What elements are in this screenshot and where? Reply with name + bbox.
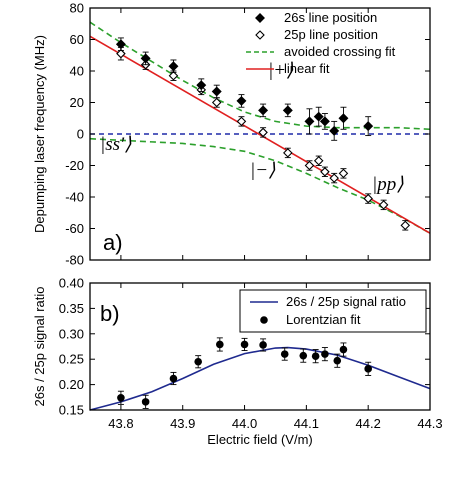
legend-entry: 26s line position — [255, 10, 377, 25]
legend-symbol-open-diamond — [255, 30, 265, 40]
legend-entry: avoided crossing fit — [246, 44, 396, 59]
y-tick-label: 0.30 — [59, 326, 84, 341]
data-point-26s — [168, 61, 179, 72]
y-tick-label: 20 — [70, 95, 84, 110]
y-tick-label: -40 — [65, 190, 84, 205]
panel-a-y-axis-label: Depumping laser frequency (MHz) — [32, 35, 47, 233]
data-point-26s — [319, 116, 330, 127]
legend-symbol-filled-diamond — [255, 13, 265, 23]
y-tick-label: -60 — [65, 221, 84, 236]
data-point-26s — [115, 39, 126, 50]
y-tick-label: 0.25 — [59, 352, 84, 367]
data-point-26s — [140, 53, 151, 64]
x-tick-label: 43.8 — [108, 416, 133, 431]
data-point-26s — [363, 121, 374, 132]
data-point-ratio — [339, 345, 348, 354]
avoided-crossing-fit-upper — [89, 21, 431, 131]
y-tick-label: 0.35 — [59, 301, 84, 316]
linear-fit-line — [89, 35, 431, 234]
legend-entry: linear fit — [246, 61, 330, 76]
data-point-25p — [211, 97, 222, 108]
panel-b-legend: 26s / 25p signal ratio Lorentzian fit — [239, 289, 427, 333]
legend-label: 26s / 25p signal ratio — [286, 294, 406, 309]
data-point-ratio — [299, 351, 308, 360]
panel-b-frame — [89, 282, 431, 411]
legend-label: linear fit — [284, 61, 330, 76]
data-point-25p — [320, 167, 330, 177]
y-tick-label: 0.20 — [59, 377, 84, 392]
y-tick-label: 80 — [70, 1, 84, 16]
x-tick-label: 43.9 — [170, 416, 195, 431]
data-point-25p — [338, 168, 349, 179]
data-point-25p — [313, 155, 324, 166]
data-point-26s — [258, 105, 269, 116]
y-tick-label: 60 — [70, 32, 84, 47]
data-point-25p — [400, 220, 411, 231]
panel-a-legend: 26s line position 25p line position avoide… — [246, 10, 396, 76]
data-point-26s — [282, 105, 293, 116]
data-point-26s — [313, 111, 324, 122]
y-tick-label: 40 — [70, 64, 84, 79]
panel-b-y-axis-label: 26s / 25p signal ratio — [32, 287, 47, 407]
data-point-ratio — [280, 350, 289, 358]
x-axis-label: Electric field (V/m) — [207, 432, 312, 447]
legend-box — [239, 289, 427, 333]
state-annotation: |+⟩ — [268, 60, 294, 81]
y-tick-label: 0.40 — [59, 276, 84, 291]
data-point-25p — [363, 193, 373, 204]
data-point-25p — [283, 148, 293, 158]
panel-b: 0.40 0.35 0.30 0.25 0.20 0.15 43.8 43.9 44.0 44.1… — [32, 276, 443, 448]
data-point-ratio — [141, 398, 150, 406]
data-point-25p — [329, 173, 339, 183]
legend-label: avoided crossing fit — [284, 44, 396, 59]
x-tick-label: 44.3 — [417, 416, 442, 431]
data-point-ratio — [240, 340, 249, 349]
data-point-26s — [338, 113, 349, 124]
data-point-26s — [304, 116, 315, 127]
legend-label: Lorentzian fit — [286, 312, 361, 327]
y-tick-label: -80 — [65, 253, 84, 268]
panel-a: 80 60 40 20 0 -20 -40 -60 -80 Depumping laser fr… — [32, 1, 431, 268]
y-tick-label: 0.15 — [59, 403, 84, 418]
x-tick-label: 44.1 — [294, 416, 319, 431]
legend-entry: 26s / 25p signal ratio — [250, 294, 406, 309]
data-point-25p — [304, 160, 315, 171]
data-point-26s — [196, 80, 207, 91]
data-point-ratio — [364, 365, 372, 373]
legend-symbol-circle — [260, 316, 268, 324]
state-annotation: |−⟩ — [250, 160, 276, 181]
data-point-25p — [258, 127, 268, 138]
panel-a-label: a) — [103, 230, 123, 255]
state-annotation: |ss'⟩ — [100, 134, 132, 155]
state-annotation: |pp⟩ — [372, 174, 404, 195]
panel-b-label: b) — [100, 301, 120, 326]
data-point-26s — [236, 95, 247, 106]
y-tick-label: 0 — [77, 127, 84, 142]
legend-entry: 25p line position — [255, 27, 378, 42]
data-point-25p — [168, 70, 179, 81]
ratio-fit-curve — [89, 346, 431, 411]
y-tick-label: -20 — [65, 158, 84, 173]
x-tick-label: 44.2 — [356, 416, 381, 431]
data-point-25p — [236, 116, 247, 127]
data-point-ratio — [117, 394, 125, 402]
data-point-ratio — [216, 340, 224, 349]
data-point-25p — [116, 48, 126, 59]
data-point-ratio — [194, 357, 202, 366]
data-point-ratio — [169, 374, 178, 383]
data-point-ratio — [259, 341, 267, 349]
x-tick-label: 44.0 — [232, 416, 257, 431]
legend-label: 26s line position — [284, 10, 377, 25]
data-point-ratio — [321, 350, 329, 358]
data-point-ratio — [333, 356, 342, 365]
avoided-crossing-fit-lower — [89, 137, 431, 234]
legend-entry: Lorentzian fit — [260, 312, 361, 327]
data-point-ratio — [311, 352, 320, 360]
data-point-26s — [211, 86, 222, 97]
legend-label: 25p line position — [284, 27, 378, 42]
data-point-26s — [329, 125, 340, 136]
data-point-25p — [378, 200, 389, 210]
